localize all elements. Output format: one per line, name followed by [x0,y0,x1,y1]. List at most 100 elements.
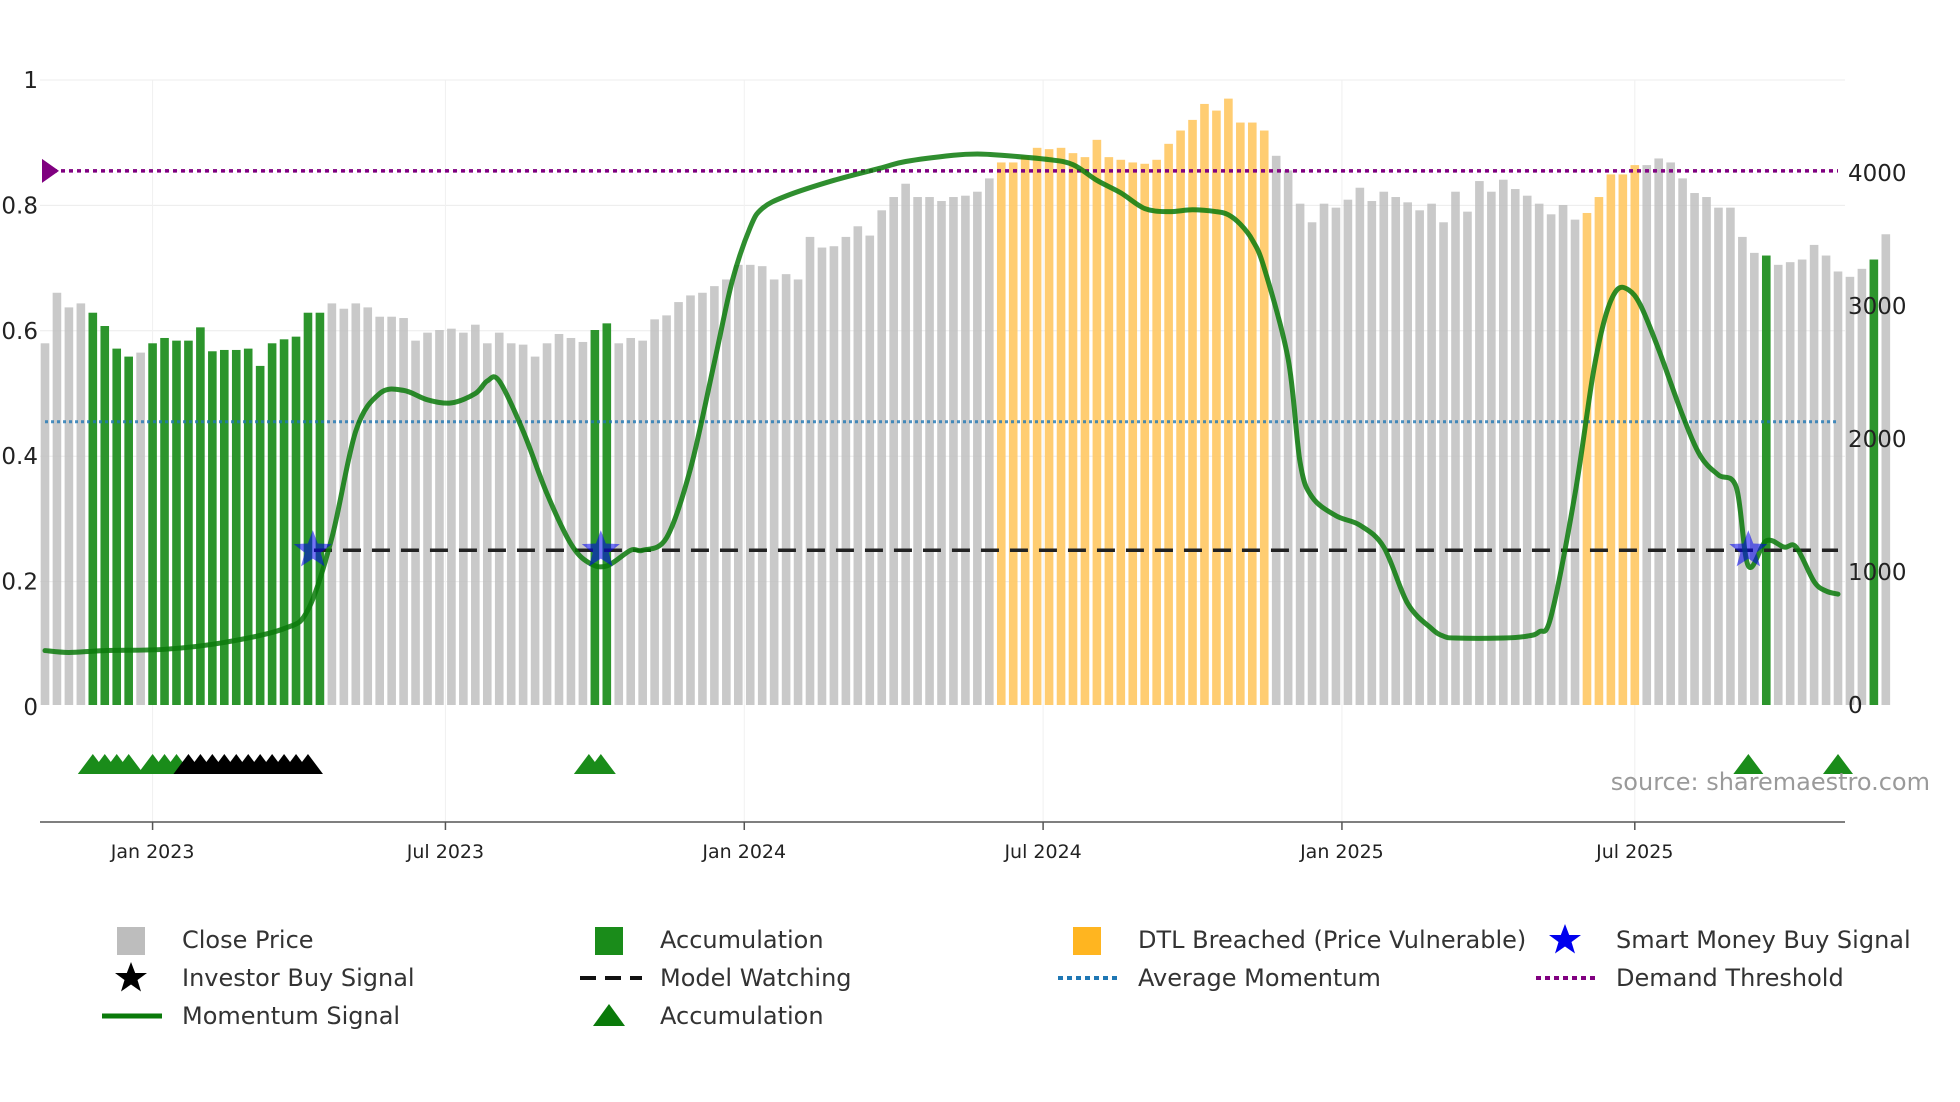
left-axis-tick-label: 1 [23,68,38,94]
accumulation-marker [113,754,144,774]
right-axis-tick-label: 4000 [1848,161,1907,187]
close-price-bar-green [148,343,157,705]
close-price-bar-green [267,343,277,705]
close-price-bar-grey [937,201,946,706]
close-price-bar-grey [136,352,145,705]
close-price-bar-grey [76,303,86,705]
close-price-bar-orange [1068,153,1078,705]
close-price-bar-grey [578,341,588,705]
close-price-bar-grey [1319,203,1329,705]
close-price-bar-grey [853,226,863,705]
investor-buy-marker [292,754,323,774]
close-price-bar-green [88,312,98,705]
close-price-bar-grey [1355,187,1365,705]
x-axis-tick-label: Jul 2024 [1003,841,1081,863]
close-price-bar-grey [805,236,815,705]
close-price-bar-green [291,336,301,705]
close-price-bar-green [231,349,241,705]
close-price-bar-grey [1750,252,1759,705]
close-price-bar-green [172,340,181,705]
close-price-bar-grey [1558,205,1568,705]
close-price-bar-grey [1845,276,1855,705]
close-price-bar-grey [459,332,468,705]
close-price-bar-grey [327,303,337,705]
close-price-bar-green [219,349,229,705]
close-price-bar-grey [1343,199,1353,705]
close-price-bar-grey [494,332,504,705]
close-price-bar-grey [1797,259,1807,705]
close-price-bar-grey [1439,222,1448,705]
close-price-bar-grey [1857,268,1867,705]
smart-money-series [293,530,1768,567]
close-price-bar-grey [745,264,755,705]
close-price-bar-grey [1833,271,1843,705]
accumulation-marker [1733,754,1764,774]
close-price-bar-orange [1212,110,1221,706]
momentum-series [42,151,1841,655]
close-price-bar-grey [506,343,516,705]
close-price-bar-grey [64,307,74,705]
close-price-bar-grey [1570,219,1580,705]
close-price-bar-green [243,348,253,705]
close-price-bar-grey [889,197,898,705]
reference-lines [42,158,1838,552]
close-price-bar-grey [817,247,827,705]
close-price-bar-orange [1188,119,1197,705]
close-price-bar-grey [530,356,540,705]
smart-money-star [293,530,332,567]
close-price-bar-grey [877,210,887,705]
left-axis-tick-label: 0.4 [1,444,38,470]
close-price-bar-grey [1678,178,1687,706]
close-price-bar-orange [1116,159,1126,705]
x-axis-tick-label: Jul 2025 [1595,841,1673,863]
close-price-bar-orange [1176,130,1185,705]
close-price-bar-grey [1534,203,1544,705]
close-price-bar-grey [1391,197,1401,705]
close-price-bar-grey [913,197,922,705]
close-price-bar-grey [435,330,444,705]
close-price-bar-grey [1331,207,1341,705]
close-price-bar-grey [363,307,373,705]
close-price-bar-orange [1594,197,1604,705]
close-price-bar-orange [996,162,1006,706]
close-price-bar-orange [1104,157,1114,705]
x-axis-tick-label: Jan 2024 [701,841,786,863]
right-axis-tick-label: 2000 [1848,427,1907,453]
close-price-bar-grey [793,279,803,705]
close-price-bar-grey [375,316,384,705]
close-price-bar-grey [841,236,851,705]
smart-money-star [1729,530,1768,567]
close-price-bar-orange [1080,157,1090,705]
close-price-bar-grey [961,195,970,706]
close-price-bar-grey [901,183,910,706]
smart-money-star [581,530,620,567]
x-axis-tick-label: Jan 2025 [1299,841,1384,863]
close-price-bar-grey [339,308,349,705]
right-axis-tick-label: 3000 [1848,294,1907,320]
close-price-bar-orange [1152,159,1161,705]
close-price-bar-green [303,312,313,705]
close-price-bar-green [279,339,289,705]
close-price-bar-grey [1499,179,1508,706]
close-price-bar-grey [650,319,659,705]
close-price-bar-grey [925,197,934,705]
close-price-bar-green [1761,255,1771,705]
close-price-bar-grey [40,343,50,705]
close-price-bar-grey [1809,244,1819,705]
right-axis-tick-label: 0 [1848,693,1863,719]
close-price-bar-orange [1618,174,1628,705]
close-price-bar-orange [1582,212,1592,705]
close-price-bar-grey [1654,158,1664,705]
close-price-bar-grey [1522,195,1532,706]
close-price-bar-grey [985,178,994,706]
close-price-bar-grey [973,191,982,705]
close-price-bar-green [208,351,217,705]
close-price-bar-grey [1821,255,1831,705]
close-price-bar-green [315,312,325,705]
close-price-bar-grey [1546,214,1556,705]
close-price-bar-grey [1785,262,1795,705]
close-price-bar-grey [1510,189,1520,706]
close-price-bar-grey [1271,155,1281,706]
close-price-bar-grey [423,332,432,705]
